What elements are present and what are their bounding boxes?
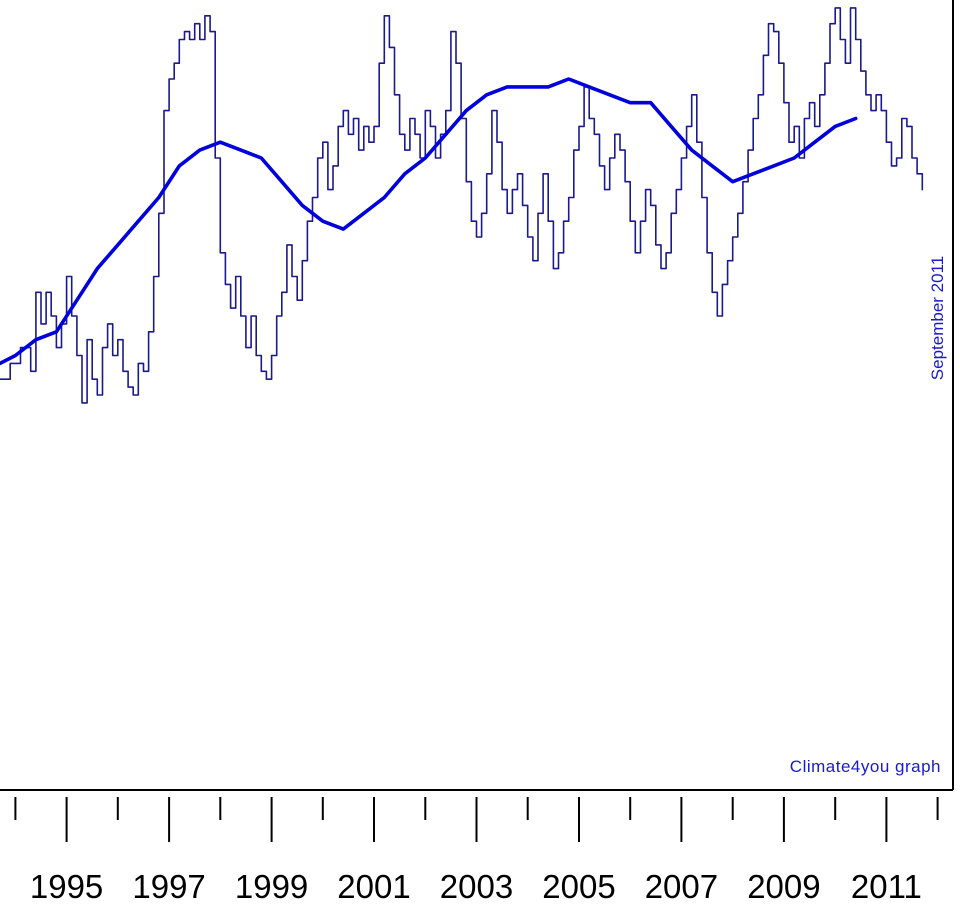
x-tick-label-2005: 2005 — [542, 868, 615, 905]
date-annotation: September 2011 — [928, 256, 947, 380]
x-tick-label-2007: 2007 — [645, 868, 718, 905]
monthly-series-line — [0, 7, 924, 404]
x-tick-label-2003: 2003 — [440, 868, 513, 905]
credit-annotation: Climate4you graph — [790, 757, 941, 776]
x-tick-label-1995: 1995 — [30, 868, 103, 905]
plot-area — [0, 7, 924, 404]
x-tick-label-2011: 2011 — [851, 868, 922, 905]
x-axis: 1995 1997 1999 2001 2003 2005 2007 2009 2011 — [14, 797, 939, 905]
x-tick-label-2009: 2009 — [747, 868, 820, 905]
x-tick-label-1997: 1997 — [132, 868, 205, 905]
x-tick-label-1999: 1999 — [235, 868, 308, 905]
x-tick-label-2001: 2001 — [337, 868, 410, 905]
running-mean-line — [0, 77, 858, 366]
